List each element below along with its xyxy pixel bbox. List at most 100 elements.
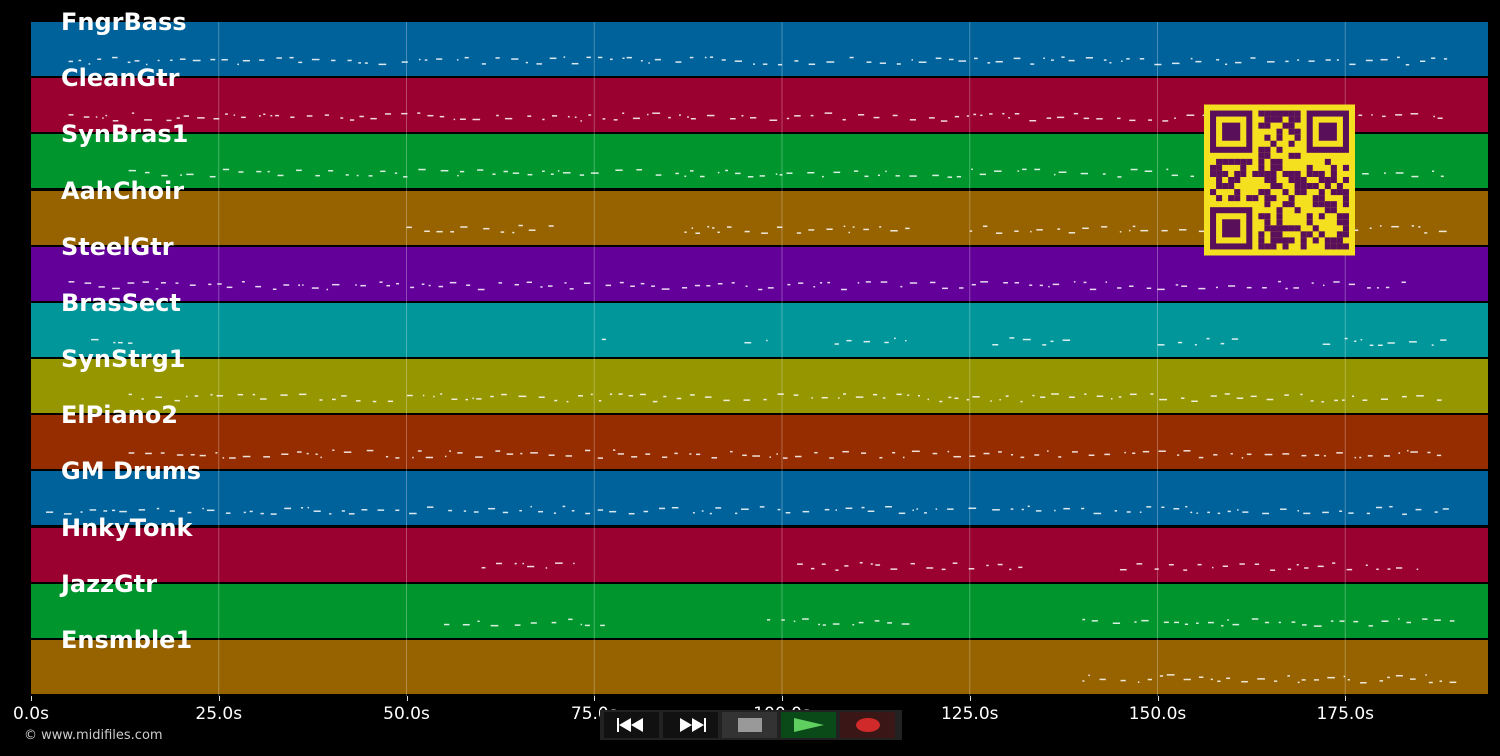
qr-code [1204, 104, 1355, 256]
note-mark [954, 115, 960, 118]
note-mark [807, 171, 815, 174]
note-mark [157, 59, 160, 62]
stop-button[interactable] [722, 712, 777, 738]
note-mark [270, 114, 273, 117]
note-mark [1154, 63, 1162, 66]
note-mark [1395, 114, 1403, 116]
note-mark [197, 117, 205, 119]
note-mark [1117, 287, 1122, 289]
note-mark [794, 60, 799, 62]
note-mark [1416, 568, 1419, 571]
note-mark [932, 174, 939, 177]
note-mark [183, 115, 190, 117]
track-lane[interactable]: FngrBass [31, 8, 1488, 77]
note-mark [999, 398, 1001, 401]
note-mark [793, 394, 799, 396]
note-mark [138, 509, 146, 511]
note-mark [743, 399, 750, 401]
note-mark [1130, 168, 1138, 171]
note-mark [217, 283, 222, 285]
note-mark [1063, 507, 1070, 510]
note-mark [798, 282, 804, 284]
note-mark [439, 115, 445, 118]
note-mark [651, 285, 655, 287]
track-lane[interactable]: SteelGtr [31, 233, 1488, 301]
note-mark [1222, 565, 1229, 568]
note-mark [1449, 681, 1457, 684]
note-mark [1302, 624, 1307, 626]
note-mark [378, 63, 387, 66]
note-mark [1216, 59, 1220, 61]
note-mark [972, 396, 980, 398]
note-mark [579, 174, 585, 176]
note-mark [640, 60, 643, 62]
note-mark [1396, 567, 1403, 569]
note-mark [1401, 281, 1406, 284]
note-mark [1387, 568, 1391, 570]
note-mark [763, 398, 767, 401]
note-mark [691, 227, 694, 229]
note-mark [875, 564, 881, 566]
note-mark [1119, 231, 1122, 233]
note-mark [849, 56, 854, 59]
note-mark [1278, 280, 1282, 283]
note-mark [1416, 395, 1424, 397]
track-name: JazzGtr [61, 569, 158, 598]
track-lane[interactable]: ElPiano2 [31, 401, 1488, 470]
note-mark [1068, 232, 1076, 234]
note-mark [1327, 676, 1335, 679]
note-mark [1032, 394, 1035, 397]
note-mark [379, 281, 383, 283]
note-mark [636, 169, 643, 171]
note-mark [1179, 229, 1187, 231]
note-mark [1231, 338, 1239, 340]
note-mark [628, 394, 634, 397]
note-mark [1227, 510, 1231, 513]
record-button[interactable] [840, 712, 895, 738]
note-mark [290, 116, 295, 118]
note-mark [394, 172, 398, 174]
note-mark [328, 169, 334, 172]
note-mark [1334, 399, 1338, 402]
rewind-button[interactable] [604, 712, 659, 738]
note-mark [1147, 678, 1152, 681]
note-mark [208, 283, 212, 286]
note-mark [112, 120, 119, 122]
note-mark [948, 396, 952, 399]
fast-forward-button[interactable] [663, 712, 718, 738]
note-mark [947, 450, 950, 453]
note-mark [1126, 511, 1131, 513]
note-mark [968, 507, 977, 510]
note-mark [366, 449, 374, 452]
note-mark [298, 284, 301, 286]
note-mark [1027, 505, 1030, 508]
note-mark [684, 231, 687, 233]
track-lane[interactable]: GM Drums [31, 457, 1488, 526]
note-mark [982, 225, 988, 228]
note-mark [741, 114, 744, 117]
note-mark [119, 510, 127, 513]
track-name: GM Drums [61, 457, 202, 486]
track-lane[interactable]: BrasSect [31, 289, 1488, 357]
track-lane[interactable]: SynStrg1 [31, 345, 1488, 414]
track-lane[interactable]: JazzGtr [31, 570, 1488, 638]
note-mark [1181, 285, 1188, 287]
note-mark [971, 168, 973, 171]
note-mark [956, 175, 962, 178]
note-mark [551, 115, 558, 117]
note-mark [263, 113, 266, 116]
track-lane[interactable]: Ensmble1 [31, 626, 1488, 694]
note-mark [536, 63, 543, 65]
note-mark [1234, 61, 1242, 64]
note-mark [1111, 397, 1113, 400]
note-mark [711, 457, 718, 459]
note-mark [472, 118, 481, 121]
track-lane[interactable]: HnkyTonk [31, 514, 1488, 582]
play-button[interactable] [781, 712, 836, 738]
note-mark [500, 231, 505, 233]
note-mark [648, 62, 650, 64]
note-mark [477, 288, 485, 291]
note-mark [103, 510, 108, 512]
note-mark [440, 169, 449, 172]
note-mark [890, 568, 898, 570]
